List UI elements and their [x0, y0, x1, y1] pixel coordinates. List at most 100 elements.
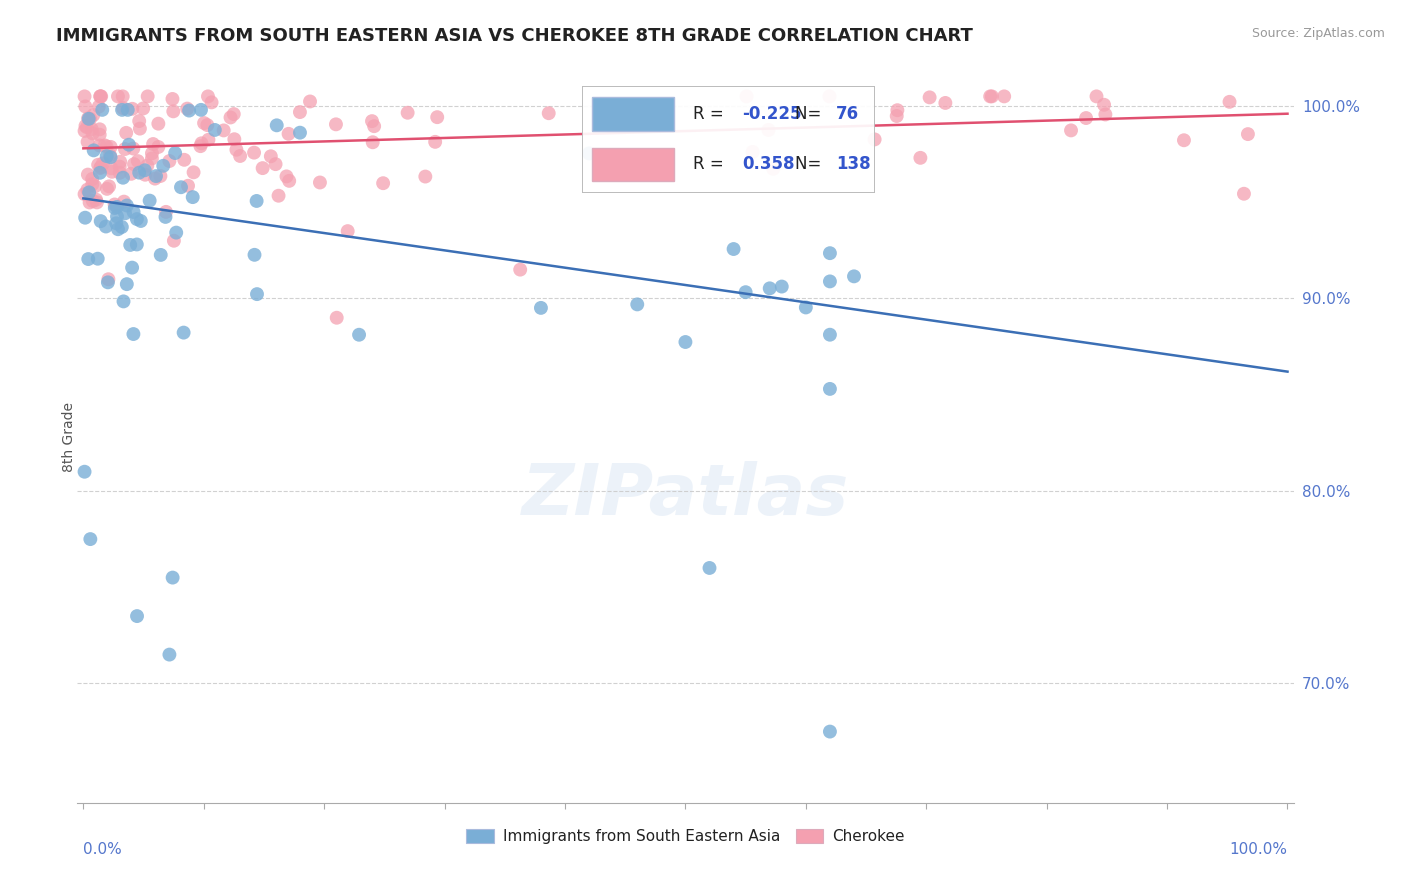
Point	[90, 89, 112, 103]
Point	[104, 197, 127, 211]
Point	[100, 150, 122, 164]
Point	[94, 219, 117, 234]
Point	[278, 174, 301, 188]
Point	[794, 301, 817, 315]
Point	[934, 95, 956, 110]
Point	[90, 214, 112, 228]
Point	[1074, 111, 1097, 125]
Point	[818, 327, 841, 342]
Point	[100, 140, 122, 154]
Point	[82, 108, 104, 122]
Point	[76, 120, 98, 135]
Point	[127, 154, 149, 169]
Point	[530, 301, 553, 315]
Point	[120, 167, 142, 181]
Text: 0.0%: 0.0%	[83, 842, 122, 856]
Point	[229, 149, 252, 163]
Point	[741, 145, 763, 159]
Point	[121, 260, 143, 275]
Point	[73, 465, 96, 479]
Point	[246, 287, 269, 301]
Point	[758, 123, 780, 137]
Point	[136, 89, 159, 103]
Point	[197, 89, 219, 103]
Point	[112, 294, 135, 309]
Point	[675, 334, 697, 349]
Point	[396, 105, 419, 120]
Point	[93, 138, 115, 153]
Point	[163, 234, 186, 248]
Point	[758, 281, 780, 295]
Point	[219, 111, 242, 125]
Point	[288, 105, 311, 120]
Point	[122, 326, 145, 341]
Point	[190, 136, 212, 151]
Point	[79, 195, 101, 210]
Point	[195, 118, 218, 132]
Point	[818, 89, 841, 103]
Point	[190, 139, 212, 153]
Point	[125, 212, 148, 227]
Point	[105, 200, 128, 214]
Point	[107, 89, 129, 103]
Point	[84, 179, 107, 194]
Point	[162, 571, 184, 585]
Point	[325, 310, 347, 325]
Point	[886, 109, 908, 123]
Point	[125, 237, 148, 252]
Point	[162, 92, 184, 106]
Point	[98, 179, 121, 194]
Point	[115, 277, 138, 292]
Point	[190, 103, 212, 117]
Point	[115, 198, 138, 212]
Text: Source: ZipAtlas.com: Source: ZipAtlas.com	[1251, 27, 1385, 40]
Point	[82, 172, 104, 186]
Point	[86, 195, 108, 210]
Point	[115, 126, 138, 140]
Point	[225, 143, 247, 157]
Point	[100, 161, 122, 176]
Point	[979, 89, 1001, 103]
Point	[371, 176, 394, 190]
Point	[347, 327, 370, 342]
Point	[121, 102, 143, 116]
Point	[155, 205, 177, 219]
Text: ZIPatlas: ZIPatlas	[522, 461, 849, 530]
Point	[818, 382, 841, 396]
Point	[122, 205, 145, 219]
Point	[204, 123, 226, 137]
Point	[336, 224, 359, 238]
Point	[77, 252, 100, 266]
Point	[361, 135, 384, 149]
Point	[363, 119, 385, 133]
Point	[222, 107, 245, 121]
Point	[818, 274, 841, 288]
Point	[118, 137, 141, 152]
Point	[107, 222, 129, 236]
Point	[252, 161, 274, 175]
Point	[267, 188, 290, 202]
Point	[80, 122, 103, 136]
Point	[138, 194, 160, 208]
Point	[77, 186, 100, 200]
Point	[112, 194, 135, 209]
Point	[699, 561, 721, 575]
Point	[89, 89, 111, 103]
Point	[1173, 133, 1195, 147]
Point	[183, 165, 205, 179]
Point	[170, 180, 193, 194]
Point	[276, 169, 298, 184]
Point	[425, 135, 447, 149]
Point	[148, 117, 170, 131]
Point	[96, 139, 118, 153]
Point	[111, 219, 134, 234]
Point	[149, 169, 172, 183]
Point	[918, 90, 941, 104]
Point	[111, 103, 134, 117]
Point	[110, 154, 132, 169]
Point	[142, 136, 165, 151]
Point	[82, 127, 104, 141]
Point	[108, 160, 131, 174]
Point	[181, 190, 204, 204]
Point	[101, 165, 124, 179]
